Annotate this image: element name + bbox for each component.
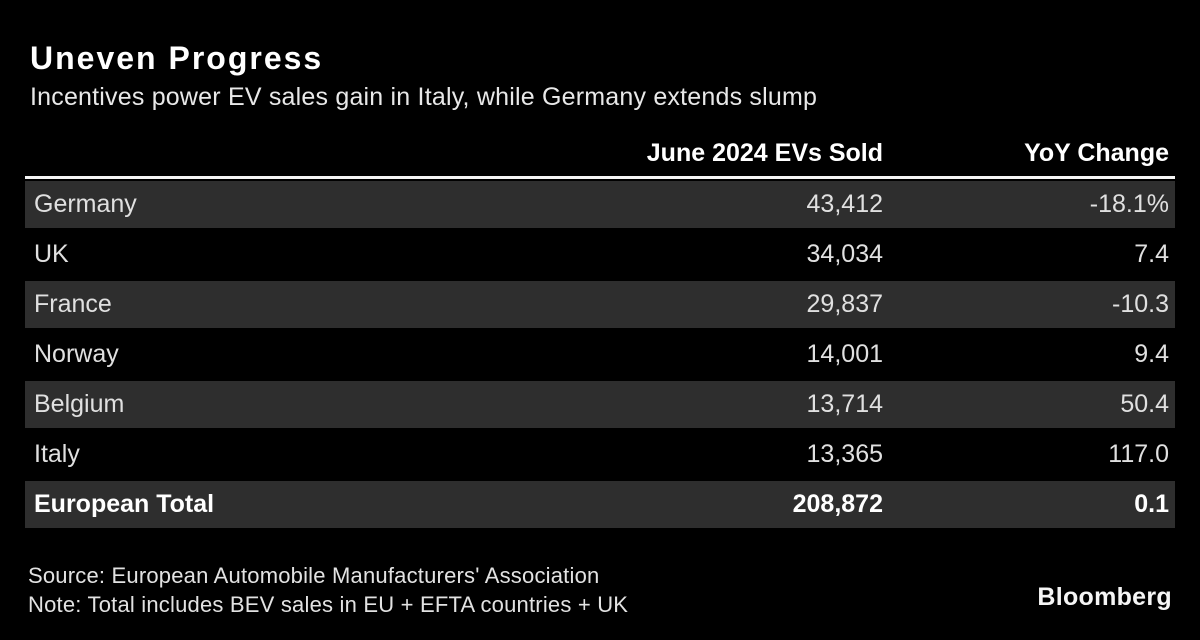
table-row: Norway 14,001 9.4	[25, 331, 1175, 378]
row-country-label: Norway	[34, 340, 119, 368]
table-row: France 29,837 -10.3	[25, 281, 1175, 328]
header-divider	[25, 176, 1175, 179]
row-evs-sold-value: 13,365	[806, 440, 883, 468]
row-yoy-change-value: -10.3	[1112, 290, 1169, 318]
table-row: Germany 43,412 -18.1%	[25, 181, 1175, 228]
row-yoy-change-value: 7.4	[1134, 240, 1169, 268]
row-evs-sold-value: 14,001	[806, 340, 883, 368]
row-evs-sold-value: 208,872	[792, 490, 883, 518]
row-evs-sold-value: 34,034	[806, 240, 883, 268]
row-yoy-change-value: 0.1	[1134, 490, 1169, 518]
row-country-label: Belgium	[34, 390, 125, 418]
chart-subtitle: Incentives power EV sales gain in Italy,…	[30, 83, 818, 111]
row-country-label: European Total	[34, 490, 215, 518]
data-table: June 2024 EVs Sold YoY Change Germany 43,…	[25, 134, 1175, 531]
table-row: UK 34,034 7.4	[25, 231, 1175, 278]
table-row: Italy 13,365 117.0	[25, 431, 1175, 478]
page-title: Uneven Progress	[30, 40, 324, 76]
row-country-label: UK	[34, 240, 69, 268]
column-header-yoy-change: YoY Change	[1024, 139, 1169, 167]
row-country-label: France	[34, 290, 112, 318]
row-yoy-change-value: 9.4	[1134, 340, 1169, 368]
row-evs-sold-value: 29,837	[806, 290, 883, 318]
source-text: Source: European Automobile Manufacturer…	[28, 563, 600, 588]
row-yoy-change-value: 50.4	[1120, 390, 1169, 418]
row-yoy-change-value: 117.0	[1108, 440, 1169, 468]
row-evs-sold-value: 13,714	[806, 390, 883, 418]
table-row: European Total 208,872 0.1	[25, 481, 1175, 528]
note-text: Note: Total includes BEV sales in EU + E…	[28, 592, 629, 617]
row-evs-sold-value: 43,412	[806, 190, 883, 218]
table-row: Belgium 13,714 50.4	[25, 381, 1175, 428]
row-country-label: Italy	[34, 440, 80, 468]
table-body: Germany 43,412 -18.1% UK 34,034 7.4 France 29,8…	[25, 179, 1175, 528]
bloomberg-logo: Bloomberg	[1037, 583, 1172, 611]
row-yoy-change-value: -18.1%	[1089, 190, 1169, 218]
footnotes: Source: European Automobile Manufacturer…	[28, 561, 628, 619]
column-header-evs-sold: June 2024 EVs Sold	[646, 139, 883, 167]
table-header-row: June 2024 EVs Sold YoY Change	[25, 134, 1175, 176]
row-country-label: Germany	[34, 190, 137, 218]
